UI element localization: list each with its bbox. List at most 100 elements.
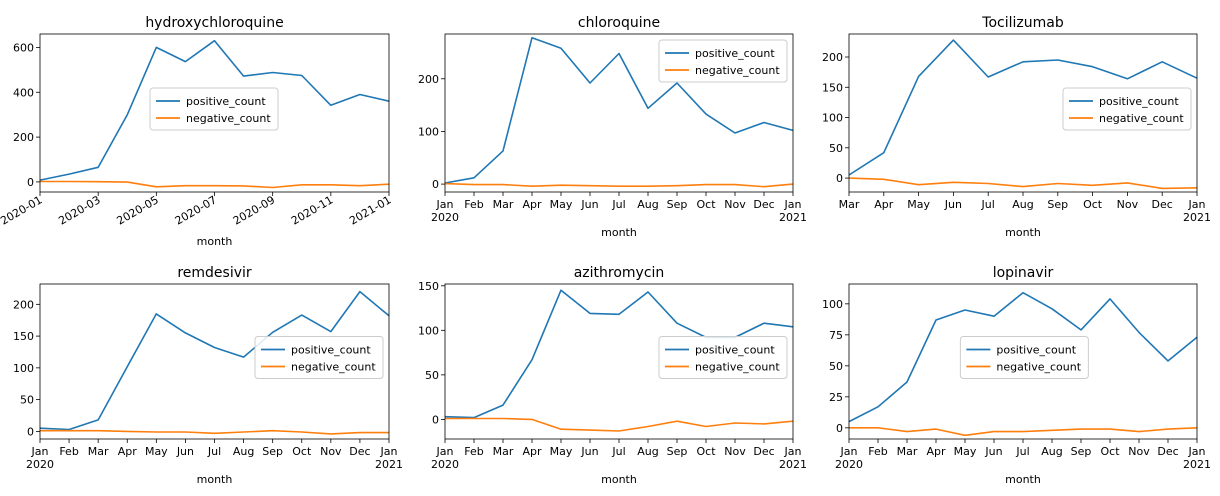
lopinavir-legend: positive_count negative_count [959,336,1089,379]
lopinavir-title: lopinavir [993,265,1054,281]
azithromycin-legend: positive_count negative_count [658,336,788,379]
chloroquine-xtick-label: May [550,198,573,211]
tocilizumab-positive_count-line [848,39,1198,176]
azithromycin-xtick-label: Nov [724,445,746,458]
azithromycin-xtick-label: Sep [667,445,688,458]
chloroquine-xtick-label: Sep [667,198,688,211]
remdesivir-xtick-label: Jan [380,445,398,458]
azithromycin-xtick-label: Feb [464,445,483,458]
hydroxychloroquine-legend-label-positive_count: positive_count [186,95,266,108]
chloroquine-ytick-label: 0 [432,178,439,191]
lopinavir-xtick-year-label: 2021 [1183,458,1211,471]
remdesivir-legend-box [254,336,384,379]
hydroxychloroquine-xtick-label: 2020-03 [56,193,102,227]
remdesivir-xtick-label: Sep [262,445,283,458]
hydroxychloroquine-xtick-label: 2021-01 [347,193,393,227]
chloroquine-positive_count-line [444,36,794,184]
subplot-tocilizumab: Tocilizumab 0 50 100 150 200 Mar Apr May Jun Jul Au… [822,15,1211,239]
remdesivir-xtick-label: Aug [233,445,254,458]
remdesivir-xtick-year-label: 2020 [26,458,54,471]
azithromycin-ytick-label: 100 [418,324,439,337]
chloroquine-legend: positive_count negative_count [658,39,788,83]
azithromycin-ytick-label: 0 [432,413,439,426]
remdesivir-xtick-label: May [145,445,168,458]
tocilizumab-xtick-label: Sep [1047,198,1068,211]
lopinavir-legend-label-positive_count: positive_count [996,344,1076,357]
azithromycin-xtick-label: Dec [753,445,774,458]
lopinavir-ytick-label: 75 [829,329,843,342]
lopinavir-ytick-label: 25 [829,391,843,404]
azithromycin-xtick-label: Mar [493,445,514,458]
lopinavir-xtick-label: Mar [897,445,918,458]
tocilizumab-xtick-label: Aug [1012,198,1033,211]
lopinavir-xtick-label: Sep [1071,445,1092,458]
azithromycin-xtick-year-label: 2021 [779,458,807,471]
tocilizumab-xtick-label: Jun [944,198,962,211]
azithromycin-xtick-label: Jan [784,445,802,458]
azithromycin-xtick-label: Aug [637,445,658,458]
hydroxychloroquine-negative_count-line [40,180,390,189]
azithromycin-ytick-label: 150 [418,280,439,293]
remdesivir-positive_count-line [39,290,390,431]
remdesivir-xtick-year-label: 2021 [375,458,403,471]
chloroquine-xtick-year-label: 2020 [431,211,459,224]
hydroxychloroquine-ytick-label: 200 [13,131,34,144]
hydroxychloroquine-title: hydroxychloroquine [145,15,283,31]
chloroquine-xtick-year-label: 2021 [779,211,807,224]
chloroquine-xtick-label: Jun [580,198,598,211]
remdesivir-xtick-label: Apr [118,445,138,458]
lopinavir-legend-box [959,336,1089,379]
remdesivir-xtick-label: Jul [207,445,221,458]
hydroxychloroquine-xtick-label: 2020-05 [115,193,161,227]
lopinavir-ytick-label: 50 [829,360,843,373]
tocilizumab-negative_count-line [848,177,1198,190]
azithromycin-xtick-year-label: 2020 [431,458,459,471]
lopinavir-xtick-label: Jan [840,445,858,458]
lopinavir-xtick-label: Aug [1041,445,1062,458]
remdesivir-xtick-label: Oct [292,445,312,458]
hydroxychloroquine-ytick-label: 600 [13,41,34,54]
chloroquine-ytick-label: 100 [418,125,439,138]
azithromycin-xtick-label: May [550,445,573,458]
azithromycin-xtick-label: Jan [436,445,454,458]
chloroquine-legend-label-positive_count: positive_count [695,47,775,60]
remdesivir-title: remdesivir [177,265,252,281]
tocilizumab-xtick-label: Mar [839,198,860,211]
lopinavir-negative_count-line [849,426,1198,437]
azithromycin-negative_count-line [445,417,794,432]
lopinavir-ytick-label: 100 [822,298,843,311]
azithromycin-xtick-label: Jun [580,445,598,458]
azithromycin-legend-box [658,336,788,379]
remdesivir-legend: positive_count negative_count [254,336,384,379]
tocilizumab-xtick-label: Apr [874,198,894,211]
azithromycin-title: azithromycin [574,265,665,281]
chloroquine-xtick-label: Feb [464,198,483,211]
remdesivir-xtick-label: Jan [31,445,49,458]
chloroquine-xtick-label: Nov [724,198,746,211]
lopinavir-xlabel: month [1005,473,1041,486]
chloroquine-ytick-label: 200 [418,73,439,86]
hydroxychloroquine-xtick-label: 2020-09 [231,193,277,227]
lopinavir-xtick-label: Jan [1188,445,1206,458]
remdesivir-legend-label-negative_count: negative_count [291,361,376,374]
chloroquine-legend-label-negative_count: negative_count [695,64,780,77]
hydroxychloroquine-xtick-label: 2020-07 [173,193,219,227]
hydroxychloroquine-legend-label-negative_count: negative_count [186,112,271,125]
subplot-hydroxychloroquine: hydroxychloroquine 0 200 400 600 2020-01 2020-… [0,15,394,248]
chloroquine-xtick-label: Aug [637,198,658,211]
remdesivir-ytick-label: 100 [13,362,34,375]
tocilizumab-xtick-label: Oct [1083,198,1103,211]
tocilizumab-xtick-year-label: 2021 [1183,211,1211,224]
hydroxychloroquine-ytick-label: 0 [27,176,34,189]
tocilizumab-legend: positive_count negative_count [1062,87,1192,131]
chloroquine-legend-box [658,39,788,83]
tocilizumab-ytick-label: 100 [822,112,843,125]
hydroxychloroquine-ytick-label: 400 [13,86,34,99]
tocilizumab-title: Tocilizumab [981,15,1064,31]
tocilizumab-xtick-label: Dec [1152,198,1173,211]
tocilizumab-ytick-label: 0 [836,172,843,185]
chloroquine-negative_count-line [444,182,794,188]
